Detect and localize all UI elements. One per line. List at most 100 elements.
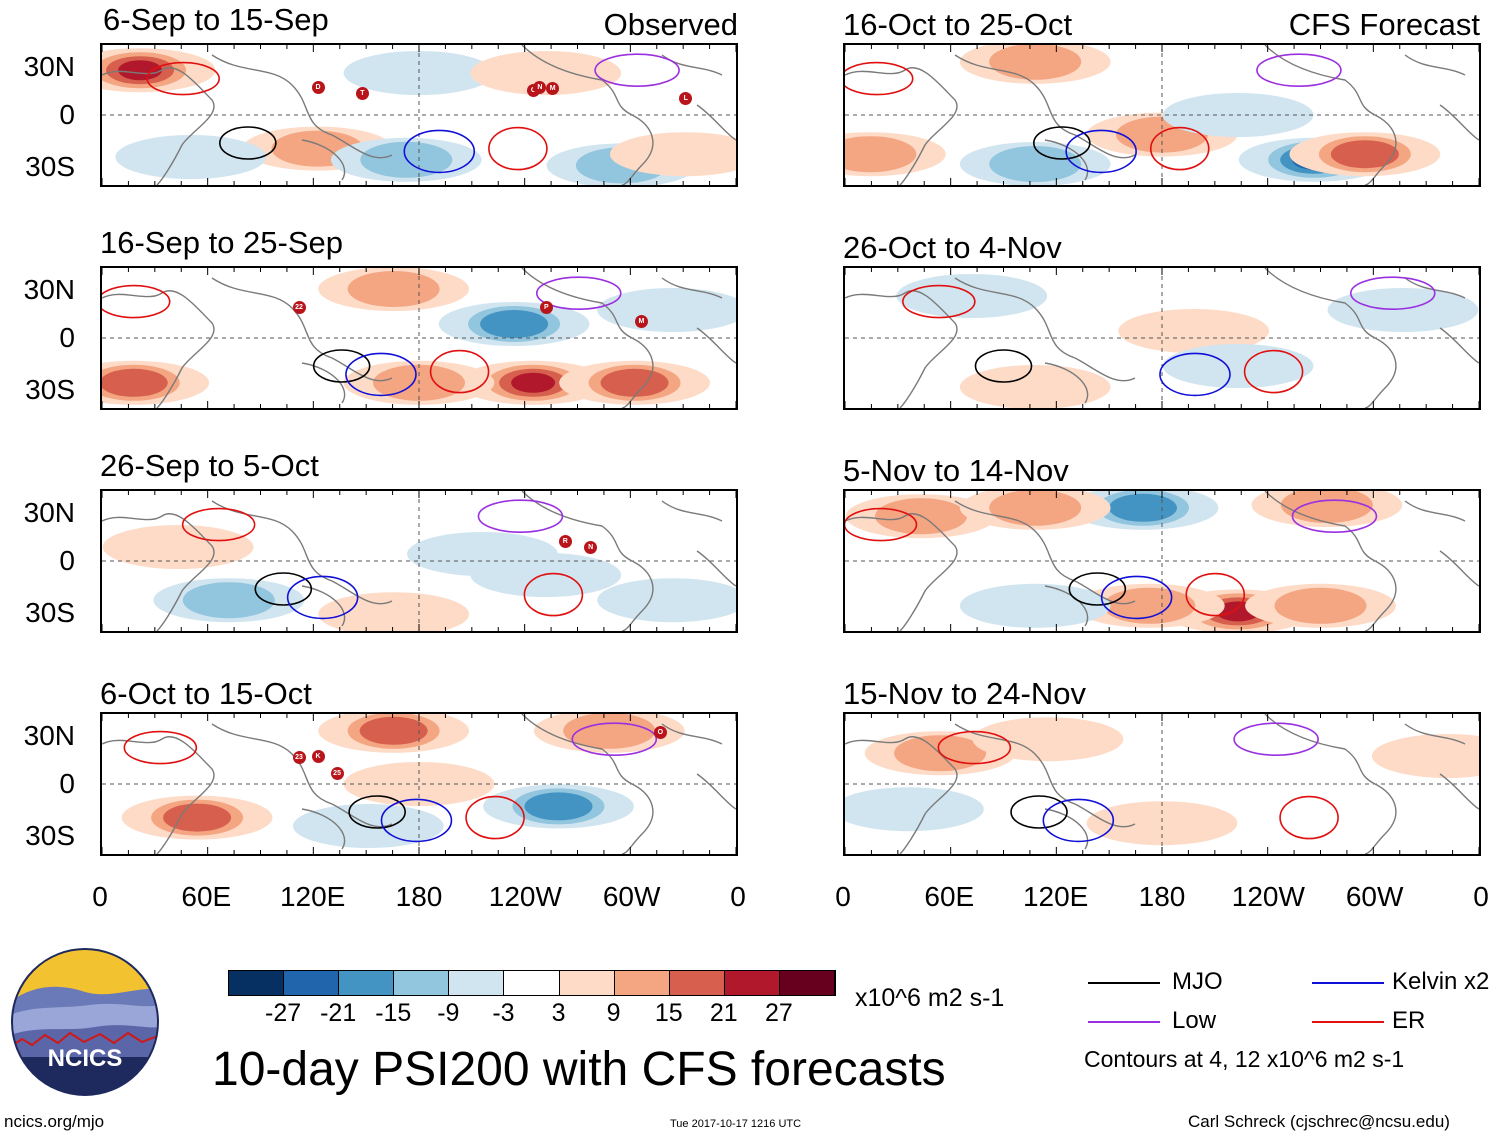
contour-line [1149,126,1210,171]
anomaly-shading [118,60,163,81]
anomaly-shading [1274,587,1367,624]
logo-graphic [11,948,159,1096]
coastline [661,54,723,76]
coastline [1404,723,1466,745]
colorbar-tick-label: -3 [492,999,515,1027]
map-area [843,712,1481,856]
contour-line [312,349,371,383]
coastline [521,268,654,408]
map-canvas [845,491,1479,631]
footer-url[interactable]: ncics.org/mjo [4,1112,105,1131]
coastline [1264,491,1397,631]
coastline [954,500,1136,605]
anomaly-shading [597,288,736,332]
coastline [301,808,346,850]
coastline [845,290,958,408]
tropical-storm-marker: T [355,86,369,100]
tropical-storm-marker: N [533,81,547,94]
anomaly-shading [480,310,549,338]
anomaly-shading [845,136,917,173]
legend-mjo-label: MJO [1172,968,1223,995]
anomaly-shading [182,582,275,619]
tropical-storm-marker: O [653,726,667,740]
contour-line [429,349,490,394]
longitude-label: 60E [181,881,232,912]
contour-line [1291,499,1378,534]
latitude-label: 30S [25,819,75,851]
colorbar-swatch [449,971,505,995]
tropical-storm-marker: M [546,82,560,96]
coastline [661,277,723,299]
map-area [843,489,1481,633]
contour-note: Contours at 4, 12 x10^6 m2 s-1 [1084,1046,1405,1072]
contour-line [1010,795,1068,829]
contour-line [254,572,313,606]
coastline [1404,500,1466,522]
anomaly-shading [292,804,444,848]
coastline [521,714,654,854]
coastline [954,723,1136,828]
contour-line [1233,722,1319,757]
colorbar-units: x10^6 m2 s-1 [855,984,1005,1012]
map-canvas [102,491,736,631]
tropical-storm-marker: D [311,81,325,94]
longitude-label: 60W [1345,881,1404,912]
map-canvas [845,714,1479,854]
colorbar [228,970,836,996]
low-line-swatch [1088,1021,1160,1023]
footer-timestamp: Tue 2017-10-17 1216 UTC [670,1118,802,1130]
anomaly-shading [972,717,1124,762]
anomaly-shading [347,271,440,307]
anomaly-shading [1371,734,1479,778]
contour-line [1042,798,1115,843]
coastline [102,513,215,631]
coastline [521,45,654,185]
er-line-swatch [1312,1021,1384,1023]
anomaly-shading [563,714,656,749]
latitude-label: 0 [59,768,75,799]
anomaly-shading [597,578,736,623]
colorbar-swatch [614,971,670,995]
anomaly-shading [318,592,470,631]
tropical-storm-marker: N [584,541,598,554]
latitude-label: 0 [59,545,75,576]
logo-text: NCICS [47,1045,123,1072]
coastline [301,585,346,627]
coastline [1404,54,1466,76]
coastline [1404,277,1466,299]
latitude-label: 30N [23,497,75,529]
anomaly-shading [1162,344,1314,388]
contour-line [345,352,417,397]
anomaly-shading [1103,587,1196,624]
coastline [1044,139,1089,181]
colorbar-tick-label: -15 [375,999,412,1027]
map-area: DTONML [100,43,738,187]
legend-low-label: Low [1172,1007,1217,1034]
anomaly-shading [1327,288,1479,332]
coastline [1439,327,1479,364]
colorbar-tick-label: 3 [551,999,566,1027]
colorbar-tick-label: -27 [265,999,302,1027]
coastline [1439,104,1479,141]
colorbar-tick-label: -9 [437,999,460,1027]
mjo-line-swatch [1088,982,1160,984]
tropical-storm-marker: R [558,535,572,549]
latitude-label: 30N [23,720,75,752]
contour-line [1100,575,1173,620]
longitude-label: 120E [1022,881,1089,912]
main-title: 10-day PSI200 with CFS forecasts [212,1043,946,1096]
anomaly-shading [1330,140,1399,169]
contour-line [403,129,476,174]
tropical-storm-marker: 23 [292,751,306,765]
panel-title: 5-Nov to 14-Nov [843,453,1069,488]
anomaly-shading [1118,309,1270,353]
coastline [954,54,1136,159]
contour-line [1349,276,1436,311]
colorbar-tick-label: 15 [654,999,683,1027]
forecast-label: CFS Forecast [1288,7,1480,42]
anomaly-shading [359,716,428,745]
coastline [696,550,736,587]
longitude-label: 60W [602,881,661,912]
map-area: 23 K 25 O [100,712,738,856]
latitude-label: 30N [23,274,75,306]
